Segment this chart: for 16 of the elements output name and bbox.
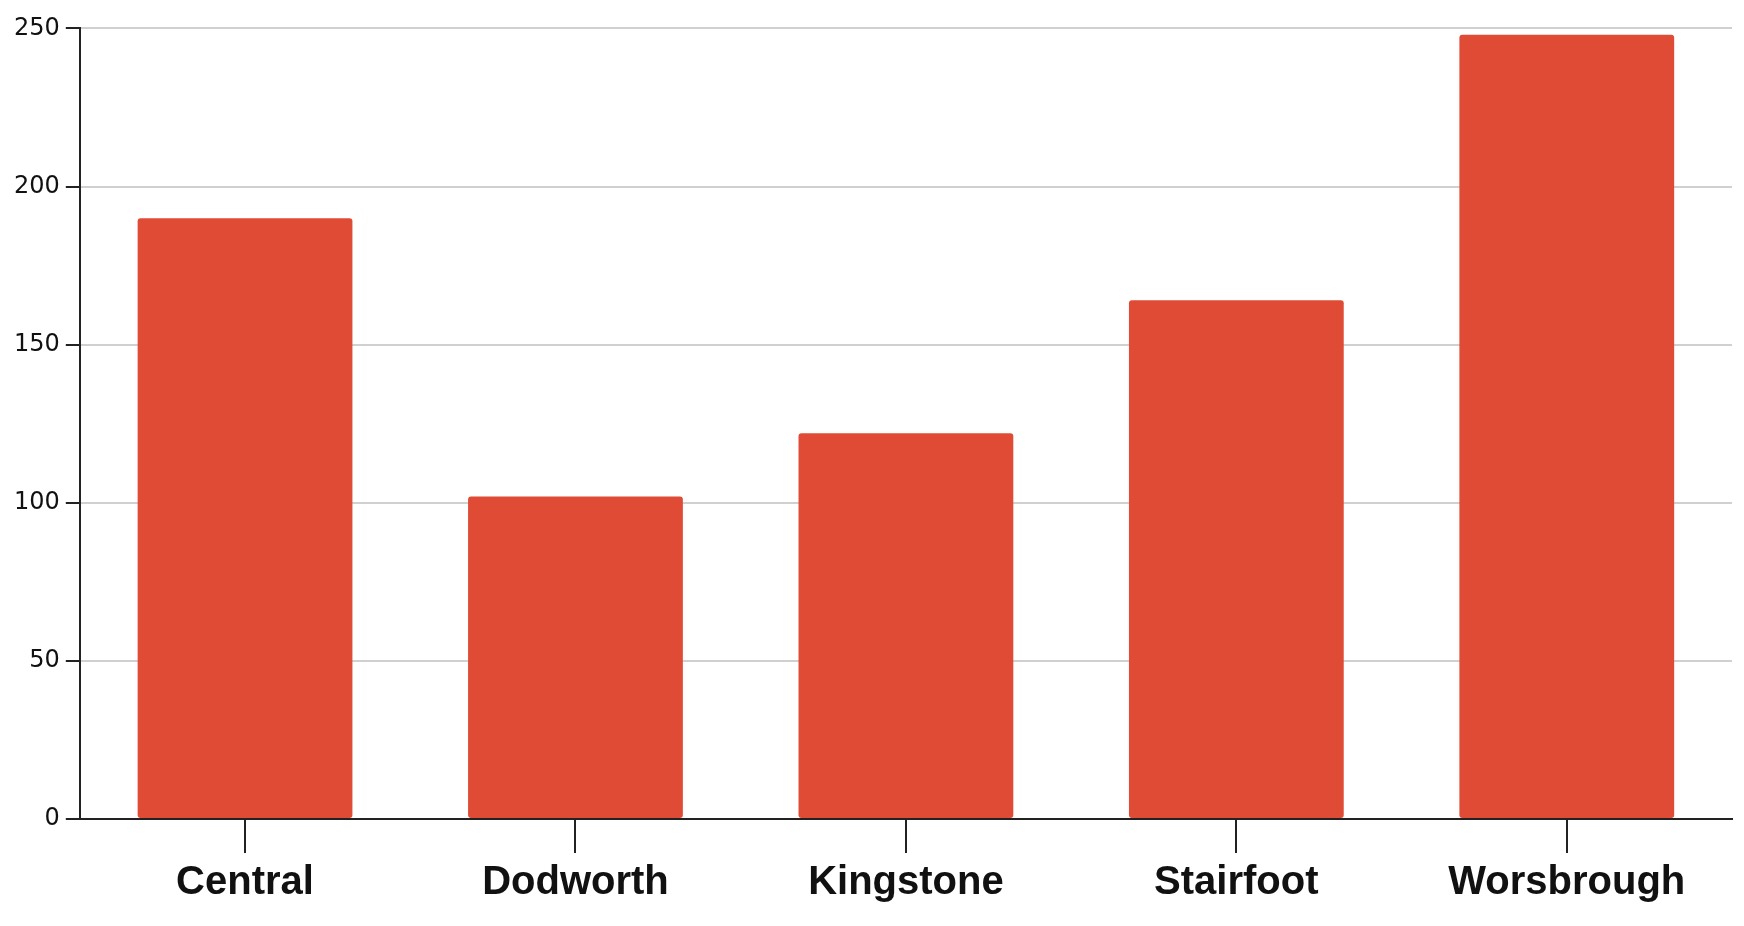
bar [1459, 34, 1675, 818]
bar [1128, 300, 1344, 818]
y-tick-label: 150 [14, 328, 60, 357]
y-tick-label: 250 [14, 12, 60, 41]
bar [468, 496, 683, 818]
x-tick-label: Stairfoot [1154, 858, 1319, 903]
x-tick-label: Dodworth [482, 858, 669, 903]
y-tick-label: 200 [14, 170, 60, 199]
x-tick-label: Central [176, 858, 314, 903]
y-tick-label: 50 [29, 645, 60, 674]
bar [137, 218, 353, 818]
x-tick-label: Worsbrough [1448, 858, 1686, 903]
bar [798, 433, 1014, 818]
x-tick-label: Kingstone [808, 858, 1004, 903]
y-tick-label: 100 [14, 486, 60, 515]
y-tick-label: 0 [44, 803, 60, 832]
